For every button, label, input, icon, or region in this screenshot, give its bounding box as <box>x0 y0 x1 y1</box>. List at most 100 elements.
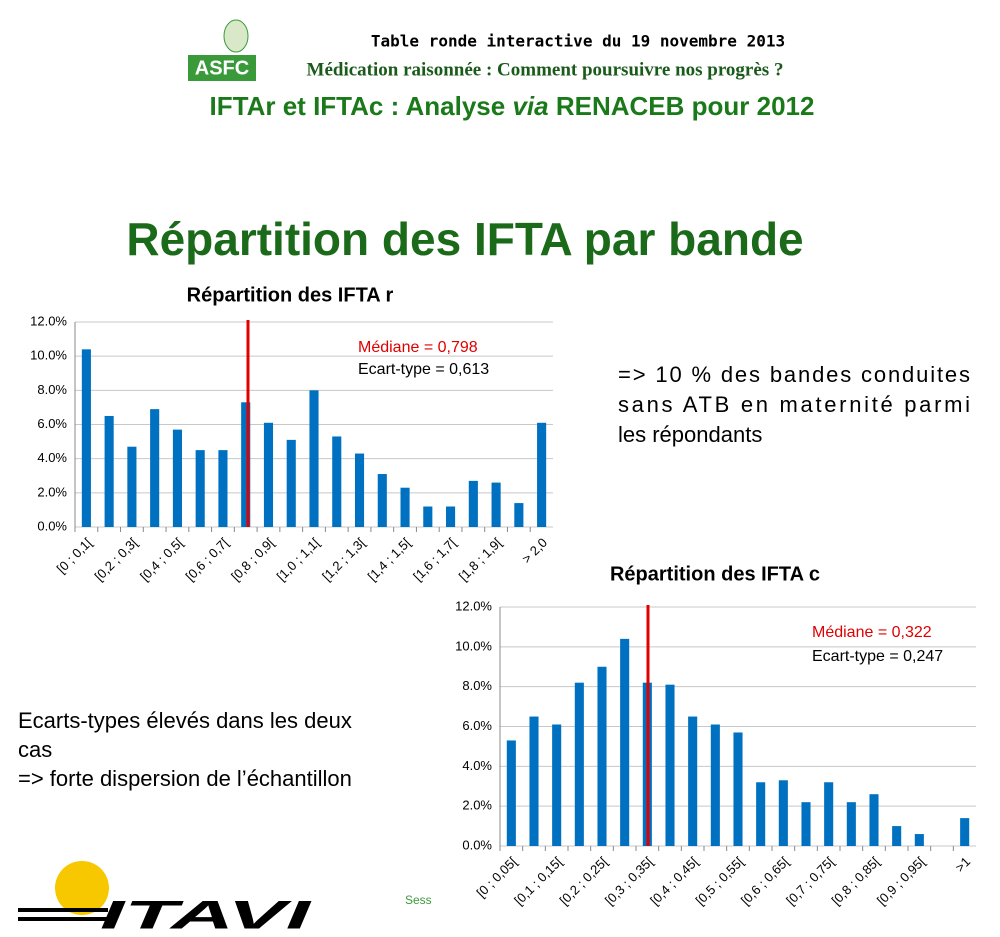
chart-title: Répartition des IFTA r <box>187 284 394 306</box>
x-tick-label: [0 ; 0,1[ <box>54 535 96 577</box>
bar <box>506 740 516 846</box>
note-line: cas <box>18 737 52 762</box>
chart-title: Répartition des IFTA c <box>610 563 820 585</box>
event: Table ronde interactive du 19 novembre 2… <box>371 32 785 51</box>
x-tick-label: [0,9 ; 0,95[ <box>874 854 928 908</box>
bar <box>688 716 698 846</box>
bar <box>446 506 456 527</box>
title-part: IFTAr et IFTAc : Analyse <box>210 91 513 121</box>
x-tick-label: [0,3 ; 0,35[ <box>602 854 656 908</box>
annotation: Ecart-type = 0,247 <box>812 648 943 665</box>
header-title: IFTAr et IFTAc : Analyse via RENACEB pou… <box>210 91 815 121</box>
subtitle: Médication raisonnée : Comment poursuivr… <box>307 59 784 80</box>
bar <box>309 390 319 527</box>
note-line: => forte dispersion de l’échantillon <box>18 766 352 791</box>
slide-title: Répartition des IFTA par bande <box>126 213 803 265</box>
bar <box>491 482 501 527</box>
x-tick-label: [0,6 ; 0,7[ <box>183 535 232 584</box>
x-tick-label: [1,2 ; 1,3[ <box>319 535 368 584</box>
y-tick-label: 0.0% <box>462 837 492 852</box>
x-tick-label: [1,8 ; 1,9[ <box>456 535 505 584</box>
bar <box>332 436 342 527</box>
bar <box>914 834 924 846</box>
title-part: RENACEB pour 2012 <box>549 91 815 121</box>
bar <box>241 402 251 527</box>
footer-logo: ITAVI <box>100 894 312 937</box>
bar <box>514 503 524 527</box>
footer-tag: Sess <box>405 893 432 907</box>
x-tick-label: [0,4 ; 0,5[ <box>137 535 186 584</box>
bar <box>195 450 205 527</box>
x-tick-label: [0,2 ; 0,25[ <box>557 854 611 908</box>
y-tick-label: 10.0% <box>30 348 67 363</box>
y-tick-label: 4.0% <box>462 758 492 773</box>
logo-text: ASFC <box>195 57 249 79</box>
x-tick-label: [1,4 ; 1,5[ <box>365 535 414 584</box>
bar <box>104 415 114 527</box>
x-tick-label: [0,2 ; 0,3[ <box>92 535 141 584</box>
bar <box>846 802 856 846</box>
y-tick-label: 8.0% <box>37 382 67 397</box>
annotation: Médiane = 0,322 <box>812 624 932 641</box>
bar <box>150 409 160 527</box>
bar <box>218 450 228 527</box>
footer-stripe <box>18 917 108 921</box>
note-line: => 10 % des bandes conduites <box>618 362 970 387</box>
bar <box>733 732 743 846</box>
x-tick-label: [0,6 ; 0,65[ <box>738 854 792 908</box>
bar <box>801 802 811 846</box>
note-line: les répondants <box>618 422 762 447</box>
bar <box>665 684 675 846</box>
x-tick-label: [0,1 ; 0,15[ <box>511 854 565 908</box>
bar <box>960 818 970 846</box>
x-tick-label: [0,8 ; 0,85[ <box>829 854 883 908</box>
y-tick-label: 10.0% <box>455 638 492 653</box>
x-tick-label: [0 ; 0,05[ <box>474 854 521 901</box>
x-tick-label: [1,6 ; 1,7[ <box>410 535 459 584</box>
x-tick-label: [0,4 ; 0,45[ <box>647 854 701 908</box>
bar <box>892 826 902 846</box>
bar <box>710 724 720 846</box>
bar <box>423 506 433 527</box>
note-line: Ecarts-types élevés dans les deux <box>18 708 352 733</box>
bar <box>263 422 274 527</box>
logo-rabbit <box>223 19 249 53</box>
bar <box>400 487 410 527</box>
footer-sun <box>55 861 109 915</box>
bar <box>574 682 584 846</box>
bar <box>127 446 137 527</box>
y-tick-label: 12.0% <box>30 313 67 328</box>
annotation: Médiane = 0,798 <box>358 339 478 356</box>
x-tick-label: [0,8 ; 0,9[ <box>228 535 277 584</box>
y-tick-label: 8.0% <box>462 678 492 693</box>
bar <box>620 638 630 846</box>
bar <box>824 782 834 846</box>
y-tick-label: 2.0% <box>37 484 67 499</box>
bar <box>778 780 788 846</box>
title-part: via <box>512 91 548 121</box>
x-tick-label: >1 <box>952 854 973 875</box>
x-tick-label: [1,0 ; 1,1[ <box>274 535 323 584</box>
y-tick-label: 6.0% <box>37 416 67 431</box>
x-tick-label: [0,7 ; 0,75[ <box>783 854 837 908</box>
x-tick-label: > 2,0 <box>519 535 550 566</box>
y-tick-label: 12.0% <box>455 598 492 613</box>
y-tick-label: 2.0% <box>462 798 492 813</box>
bar <box>377 474 387 527</box>
y-tick-label: 4.0% <box>37 450 67 465</box>
y-tick-label: 6.0% <box>462 718 492 733</box>
bar <box>552 724 562 846</box>
bar <box>756 782 766 846</box>
bar <box>286 439 296 527</box>
y-tick-label: 0.0% <box>37 518 67 533</box>
note-line: sans ATB en maternité parmi <box>618 392 970 417</box>
annotation: Ecart-type = 0,613 <box>358 361 489 378</box>
bar <box>172 429 182 527</box>
footer-stripe <box>18 908 108 912</box>
logo-band <box>188 55 256 81</box>
bar <box>468 480 478 527</box>
bar <box>354 453 365 527</box>
bar <box>529 716 539 846</box>
bar <box>597 666 607 846</box>
